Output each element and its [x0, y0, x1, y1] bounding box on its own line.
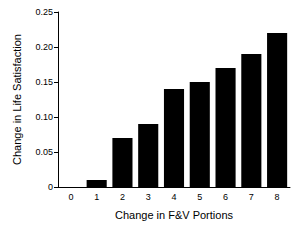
- svg-text:7: 7: [249, 192, 254, 202]
- svg-text:6: 6: [223, 192, 228, 202]
- svg-text:0: 0: [48, 182, 53, 192]
- svg-text:5: 5: [197, 192, 202, 202]
- svg-text:8: 8: [275, 192, 280, 202]
- svg-text:Change in Life Satisfaction: Change in Life Satisfaction: [11, 34, 23, 165]
- svg-text:0.15: 0.15: [35, 77, 53, 87]
- svg-text:0: 0: [68, 192, 73, 202]
- svg-text:4: 4: [171, 192, 176, 202]
- svg-text:0.10: 0.10: [35, 112, 53, 122]
- svg-text:3: 3: [146, 192, 151, 202]
- svg-text:2: 2: [120, 192, 125, 202]
- svg-text:1: 1: [94, 192, 99, 202]
- svg-text:0.25: 0.25: [35, 7, 53, 17]
- svg-text:0.05: 0.05: [35, 147, 53, 157]
- svg-text:0.20: 0.20: [35, 42, 53, 52]
- svg-text:Change in F&V Portions: Change in F&V Portions: [115, 209, 234, 221]
